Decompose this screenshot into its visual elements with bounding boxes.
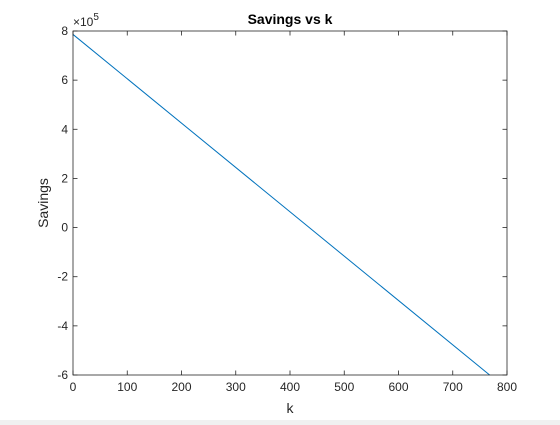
- x-tick-label: 600: [388, 380, 408, 394]
- y-tick-label: -6: [57, 368, 68, 382]
- x-tick-label: 0: [70, 380, 77, 394]
- y-exponent-base: ×10: [73, 15, 94, 29]
- x-tick-label: 800: [497, 380, 517, 394]
- chart-title: Savings vs k: [248, 11, 333, 27]
- x-tick-label: 400: [280, 380, 300, 394]
- y-axis-exponent: ×105: [73, 12, 99, 29]
- y-tick-label: 8: [61, 24, 68, 38]
- y-tick-label: -2: [57, 270, 68, 284]
- y-tick-label: 4: [61, 122, 68, 136]
- y-tick-label: 2: [61, 171, 68, 185]
- x-tick-label: 200: [171, 380, 191, 394]
- y-tick-label: -4: [57, 319, 68, 333]
- y-exponent-power: 5: [93, 12, 99, 23]
- x-tick-label: 700: [443, 380, 463, 394]
- ticks-layer: 0 100 200 300 400 500 600 700 800 -6 -4 -2 0 2 4 6 8: [57, 24, 517, 394]
- series-line: [72, 34, 490, 376]
- x-tick-label: 100: [117, 380, 137, 394]
- y-tick-label: 0: [61, 221, 68, 235]
- series-layer: [72, 34, 490, 376]
- plot-area-border: [72, 30, 508, 376]
- x-axis-label: k: [287, 400, 295, 416]
- y-axis-label: Savings: [35, 178, 51, 228]
- x-tick-label: 300: [226, 380, 246, 394]
- x-tick-label: 500: [334, 380, 354, 394]
- y-tick-label: 6: [61, 73, 68, 87]
- plot-area-background: [73, 31, 507, 375]
